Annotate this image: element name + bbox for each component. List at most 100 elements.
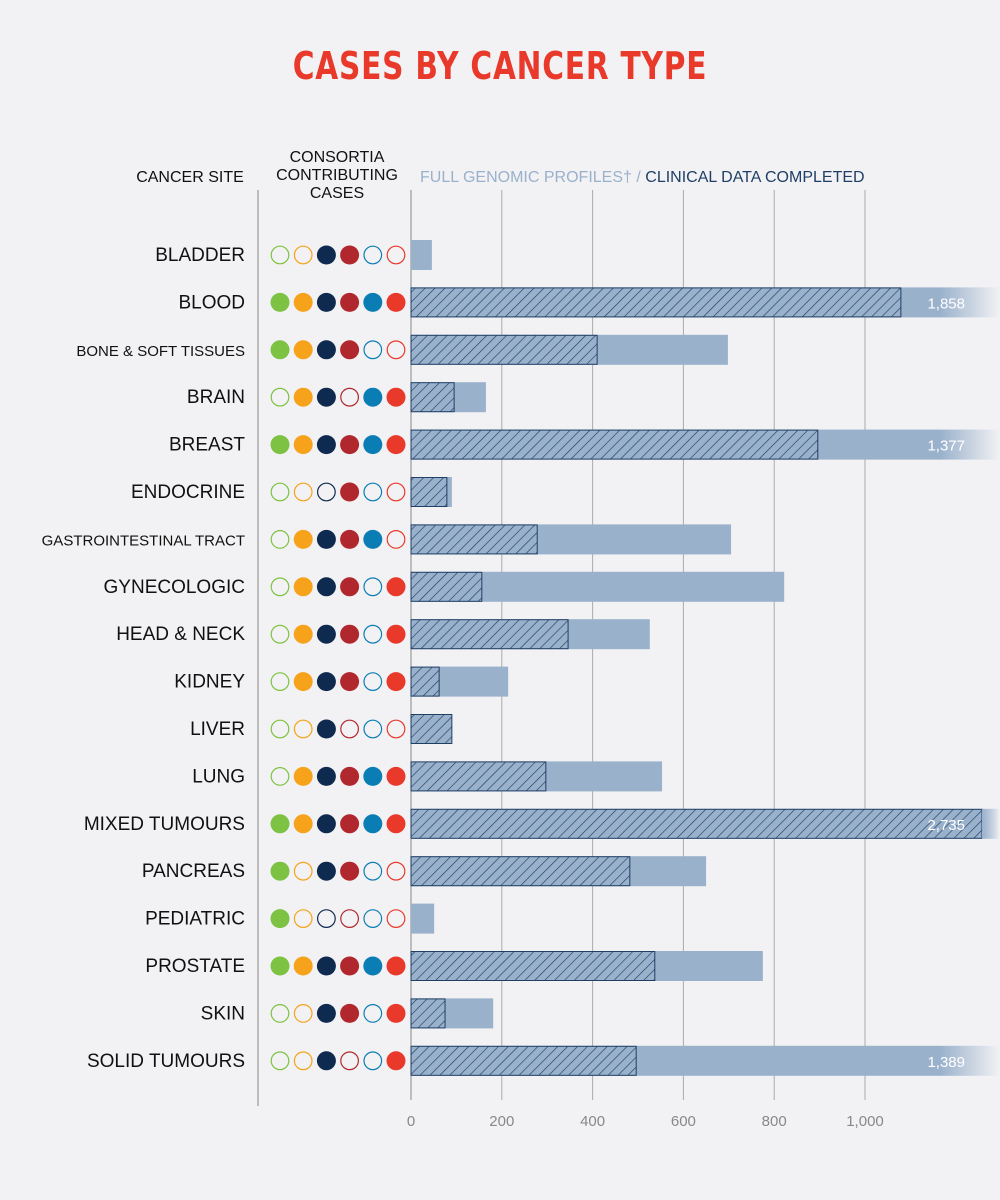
genomic-bar-break	[940, 1045, 1000, 1076]
consortium-dot-filled	[316, 577, 336, 597]
x-tick-label: 200	[489, 1113, 514, 1130]
consortium-dot-filled	[293, 292, 313, 312]
clinical-bar	[410, 287, 902, 318]
clinical-bar	[410, 382, 455, 413]
consortium-dot-empty	[317, 482, 336, 502]
consortium-dot-filled	[340, 624, 360, 644]
consortium-dot-filled	[316, 814, 336, 834]
cancer-site-label: ENDOCRINE	[131, 482, 245, 503]
consortium-dot-empty	[270, 767, 290, 786]
consortium-dot-empty	[270, 577, 290, 597]
row-solid-tumours: SOLID TUMOURS 1,389	[87, 1045, 1000, 1076]
consortium-dot-filled	[363, 766, 383, 786]
consortium-dot-empty	[293, 482, 313, 502]
consortium-dot-filled	[270, 435, 290, 455]
consortium-dot-filled	[316, 624, 336, 644]
consortium-dot-filled	[340, 577, 360, 597]
consortium-dot-filled	[316, 956, 336, 976]
row-blood: BLOOD 1,858	[178, 287, 1000, 318]
consortium-dot-filled	[316, 387, 336, 407]
consortium-dot-empty	[386, 482, 406, 502]
consortium-dot-filled	[386, 766, 406, 786]
consortium-dot-filled	[340, 245, 360, 265]
cancer-site-label: PROSTATE	[145, 956, 245, 977]
clinical-bar	[410, 761, 547, 792]
consortium-dot-filled	[340, 340, 360, 360]
consortium-dot-filled	[340, 814, 360, 834]
legend-genomic: FULL GENOMIC PROFILES†	[420, 169, 632, 186]
consortium-dot-filled	[270, 292, 290, 312]
consortium-dot-empty	[363, 577, 383, 597]
consortium-dot-filled	[270, 814, 290, 834]
clinical-bar	[410, 951, 656, 981]
consortium-dot-filled	[340, 482, 360, 502]
consortium-dot-filled	[293, 672, 313, 692]
cancer-site-label: BLADDER	[155, 245, 245, 266]
clinical-bar	[410, 334, 598, 365]
cancer-site-label: MIXED TUMOURS	[84, 814, 245, 835]
consortium-dot-empty	[270, 1051, 290, 1071]
consortium-dot-empty	[363, 672, 383, 691]
row-kidney: KIDNEY	[174, 666, 509, 697]
consortium-dot-filled	[386, 956, 406, 976]
row-lung: LUNG	[192, 761, 663, 792]
consortium-dot-empty	[270, 530, 290, 549]
legend-separator: /	[636, 169, 641, 186]
consortium-dot-filled	[316, 719, 336, 739]
cancer-site-label: HEAD & NECK	[116, 624, 245, 645]
row-skin: SKIN	[201, 998, 494, 1029]
consortium-dot-empty	[386, 719, 406, 739]
cancer-site-label: LUNG	[192, 766, 245, 787]
genomic-bar	[411, 240, 432, 270]
consortium-dot-empty	[317, 909, 336, 928]
consortium-dot-filled	[270, 861, 290, 881]
consortium-dot-filled	[363, 529, 383, 549]
cancer-site-label: LIVER	[190, 719, 245, 740]
consortium-dot-filled	[340, 766, 360, 786]
consortium-dot-filled	[293, 529, 313, 549]
clinical-bar	[410, 429, 819, 460]
consortium-dot-filled	[386, 387, 406, 407]
consortium-dot-filled	[363, 292, 383, 312]
consortium-dot-empty	[386, 861, 406, 881]
row-breast: BREAST 1,377	[169, 429, 1000, 460]
data-label: 2,735	[927, 817, 965, 834]
clinical-bar	[410, 666, 440, 697]
consortium-dot-filled	[340, 292, 360, 312]
consortium-dot-filled	[340, 1003, 360, 1023]
consortium-dot-filled	[293, 766, 313, 786]
row-bone-soft-tissues: BONE & SOFT TISSUES	[76, 334, 728, 365]
consortium-dot-filled	[340, 435, 360, 455]
genomic-bar-break	[940, 287, 1000, 318]
header-cancer-site: CANCER SITE	[136, 169, 244, 186]
cancer-site-label: BLOOD	[178, 292, 245, 313]
consortium-dot-empty	[363, 909, 383, 928]
chart-title: CASES BY CANCER TYPE	[292, 44, 708, 88]
consortium-dot-empty	[363, 245, 383, 265]
genomic-bar-break	[940, 429, 1000, 460]
consortium-dot-empty	[386, 909, 406, 928]
clinical-bar	[410, 714, 453, 744]
clinical-bar	[410, 571, 483, 602]
cancer-site-label: BRAIN	[187, 387, 245, 408]
consortium-dot-filled	[270, 909, 290, 929]
consortium-dot-empty	[270, 672, 290, 691]
consortium-dot-filled	[293, 435, 313, 455]
consortium-dot-filled	[340, 672, 360, 692]
consortium-dot-filled	[316, 766, 336, 786]
row-prostate: PROSTATE	[145, 951, 763, 981]
consortium-dot-empty	[270, 719, 290, 739]
x-tick-label: 400	[580, 1113, 605, 1130]
consortium-dot-filled	[293, 577, 313, 597]
genomic-bar	[411, 903, 435, 934]
consortium-dot-empty	[363, 861, 383, 881]
consortium-dot-filled	[270, 956, 290, 976]
consortium-dot-empty	[363, 1051, 383, 1071]
cancer-site-label: KIDNEY	[174, 672, 245, 693]
consortium-dot-filled	[386, 577, 406, 597]
consortium-dot-filled	[293, 956, 313, 976]
clinical-bar-break	[982, 808, 1000, 839]
consortium-dot-filled	[293, 814, 313, 834]
consortium-dot-empty	[270, 245, 290, 265]
